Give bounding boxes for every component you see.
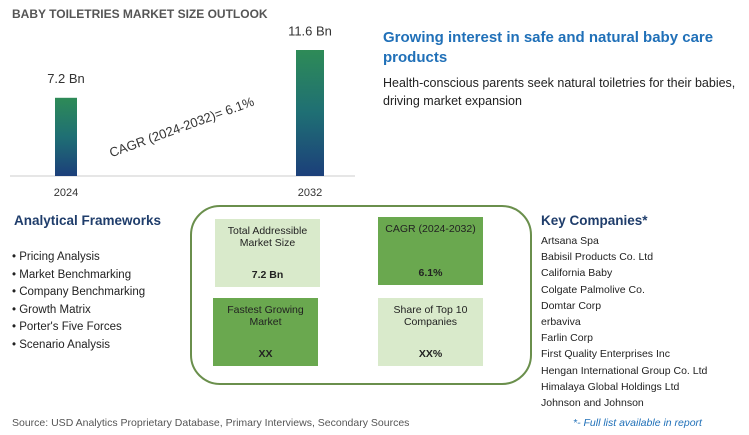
bar bbox=[55, 97, 77, 176]
kpi-label: CAGR (2024-2032) bbox=[385, 223, 476, 235]
kpi-value: 6.1% bbox=[418, 267, 443, 279]
chart-title: BABY TOILETRIES MARKET SIZE OUTLOOK bbox=[12, 7, 268, 21]
kpi-label: Share of Top 10 Companies bbox=[393, 304, 468, 328]
headline-title: Growing interest in safe and natural bab… bbox=[383, 29, 714, 66]
kpi-value: XX bbox=[258, 348, 273, 360]
framework-item: • Porter's Five Forces bbox=[12, 321, 122, 333]
bar bbox=[296, 50, 324, 176]
frameworks-title: Analytical Frameworks bbox=[14, 213, 162, 228]
annotation: CAGR (2024-2032)= 6.1% bbox=[107, 94, 256, 161]
company-item: Johnson and Johnson bbox=[541, 397, 644, 410]
kpi-value: XX% bbox=[418, 348, 443, 360]
headline-text: Health-conscious parents seek natural to… bbox=[383, 76, 736, 108]
kpi-box: Fastest Growing Market XX bbox=[213, 298, 318, 366]
kpi-value: 7.2 Bn bbox=[251, 269, 284, 281]
value-label: 11.6 Bn bbox=[288, 23, 332, 38]
company-item: Colgate Palmolive Co. bbox=[541, 283, 645, 296]
companies-list: Artsana Spa Babisil Products Co. Ltd Calif… bbox=[541, 233, 707, 411]
framework-item: • Company Benchmarking bbox=[12, 286, 146, 298]
companies-title: Key Companies* bbox=[541, 213, 648, 228]
company-item: Babisil Products Co. Ltd bbox=[541, 251, 654, 264]
x-tick-label: 2032 bbox=[298, 187, 322, 199]
framework-item: • Market Benchmarking bbox=[12, 268, 132, 281]
kpi-frame bbox=[190, 205, 532, 385]
framework-item: • Pricing Analysis bbox=[12, 251, 100, 263]
companies-note: *- Full list available in report bbox=[573, 417, 702, 429]
company-item: Artsana Spa bbox=[541, 235, 599, 247]
kpi-label: Total Addressible Market Size bbox=[227, 225, 308, 249]
company-item: Himalaya Global Holdings Ltd bbox=[541, 380, 680, 393]
kpi-box: Share of Top 10 Companies XX% bbox=[378, 298, 483, 366]
x-tick-label: 2024 bbox=[54, 187, 78, 199]
company-item: Domtar Corp bbox=[541, 299, 602, 312]
chart: BABY TOILETRIES MARKET SIZE OUTLOOK CAGR… bbox=[10, 7, 355, 199]
source: Source: USD Analytics Proprietary Databa… bbox=[12, 417, 410, 429]
framework-item: • Growth Matrix bbox=[12, 303, 91, 316]
value-label: 7.2 Bn bbox=[47, 71, 85, 86]
kpi-box: Total Addressible Market Size 7.2 Bn bbox=[215, 219, 320, 287]
company-item: First Quality Enterprises Inc bbox=[541, 348, 670, 361]
company-item: erbaviva bbox=[541, 316, 581, 329]
frameworks-list: • Pricing Analysis • Market Benchmarking •… bbox=[12, 249, 145, 354]
company-item: Hengan International Group Co. Ltd bbox=[541, 364, 708, 377]
company-item: California Baby bbox=[541, 267, 613, 280]
kpi-box: CAGR (2024-2032) 6.1% bbox=[378, 217, 483, 285]
framework-item: • Scenario Analysis bbox=[12, 338, 111, 351]
kpi-label: Fastest Growing Market bbox=[227, 304, 304, 328]
company-item: Farlin Corp bbox=[541, 332, 593, 345]
